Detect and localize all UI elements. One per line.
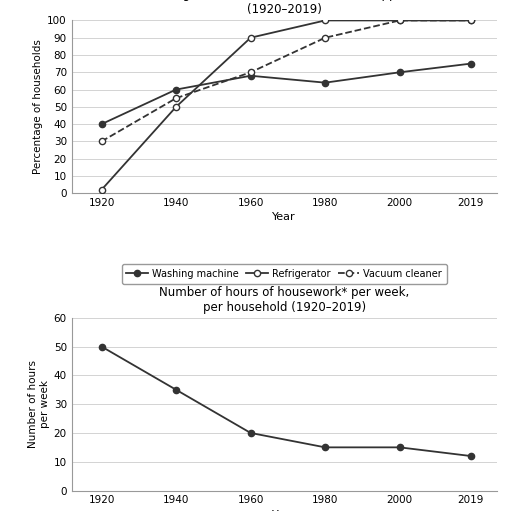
- X-axis label: Year: Year: [272, 509, 296, 511]
- X-axis label: Year: Year: [272, 212, 296, 222]
- Title: Percentage of households with electrical appliances
(1920–2019): Percentage of households with electrical…: [131, 0, 438, 16]
- Legend: Washing machine, Refrigerator, Vacuum cleaner: Washing machine, Refrigerator, Vacuum cl…: [122, 264, 446, 284]
- Y-axis label: Number of hours
per week: Number of hours per week: [28, 360, 50, 448]
- Title: Number of hours of housework* per week,
per household (1920–2019): Number of hours of housework* per week, …: [159, 286, 409, 314]
- Y-axis label: Percentage of households: Percentage of households: [33, 39, 43, 174]
